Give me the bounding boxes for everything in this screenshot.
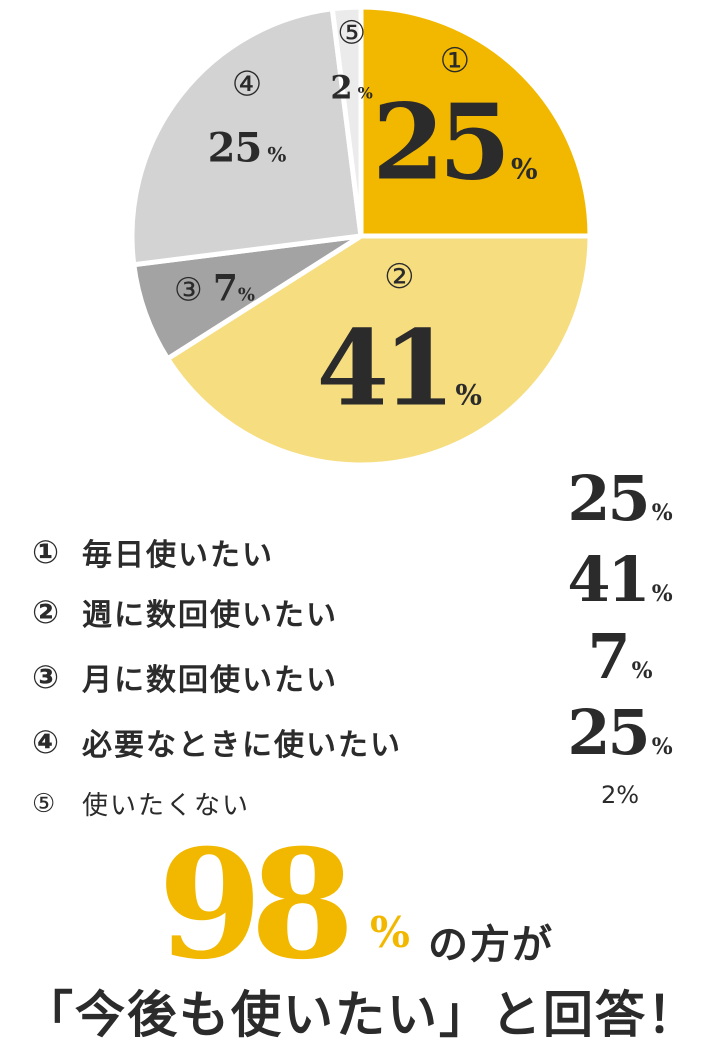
legend-value-2: 41%	[567, 543, 673, 616]
pie-label-marker-1: ①	[440, 41, 470, 81]
legend-item-5: ⑤ 使いたくない	[32, 785, 250, 822]
pie-chart: ①25 %②41 %③ 7%④25 %⑤2%	[129, 4, 593, 468]
legend-marker-5: ⑤	[32, 788, 58, 819]
pie-label-text-3: ③ 7%	[174, 268, 255, 310]
pie-slice-5	[329, 4, 364, 237]
pie-label-value-2: 41%	[317, 306, 482, 429]
legend-value-4: 25%	[567, 696, 673, 769]
legend-item-4: ④ 必要なときに使いたい	[32, 720, 402, 764]
subheadline: 「今後も使いたい」と回答！	[23, 986, 699, 1044]
pie-label-marker-2: ②	[384, 257, 414, 297]
legend-label-4: 必要なときに使いたい	[82, 728, 402, 763]
headline-number: 98	[158, 817, 355, 993]
legend-item-1: ① 毎日使いたい	[32, 530, 274, 574]
headline-unit: %	[370, 908, 410, 957]
legend-item-2: ② 週に数回使いたい	[32, 590, 338, 634]
legend-marker-3: ③	[32, 658, 62, 696]
headline-text: の方が	[428, 922, 554, 968]
pie-label-value-5: 2%	[330, 69, 372, 107]
pie-slice-1	[358, 4, 593, 239]
legend-value-3: 7%	[587, 620, 653, 693]
legend-marker-2: ②	[32, 593, 62, 631]
pie-label-3: ③ 7%	[174, 268, 255, 310]
legend-marker-4: ④	[32, 723, 62, 761]
pie-label-4: ④ 25%	[208, 65, 287, 172]
legend-value-1: 25%	[567, 462, 673, 535]
legend-label-5: 使いたくない	[82, 791, 251, 821]
pie-label-value-1: 25%	[372, 80, 537, 203]
pie-label-value-4: 25%	[208, 125, 287, 172]
legend-label-3: 月に数回使いたい	[82, 663, 338, 698]
legend-item-3: ③ 月に数回使いたい	[32, 655, 338, 699]
legend-label-2: 週に数回使いたい	[82, 598, 338, 633]
pie-label-marker-4: ④	[232, 65, 262, 105]
legend-label-1: 毎日使いたい	[82, 538, 274, 573]
pie-label-2: ② 41%	[317, 257, 482, 429]
pie-label-marker-5: ⑤	[337, 13, 366, 51]
pie-slice-4	[129, 6, 364, 268]
legend-marker-1: ①	[32, 533, 62, 571]
legend-value-5: 2%	[600, 781, 640, 809]
pie-label-5: ⑤ 2%	[330, 13, 372, 106]
headline: 98 % の方が	[0, 830, 722, 980]
pie-label-1: ①25%	[372, 41, 537, 203]
